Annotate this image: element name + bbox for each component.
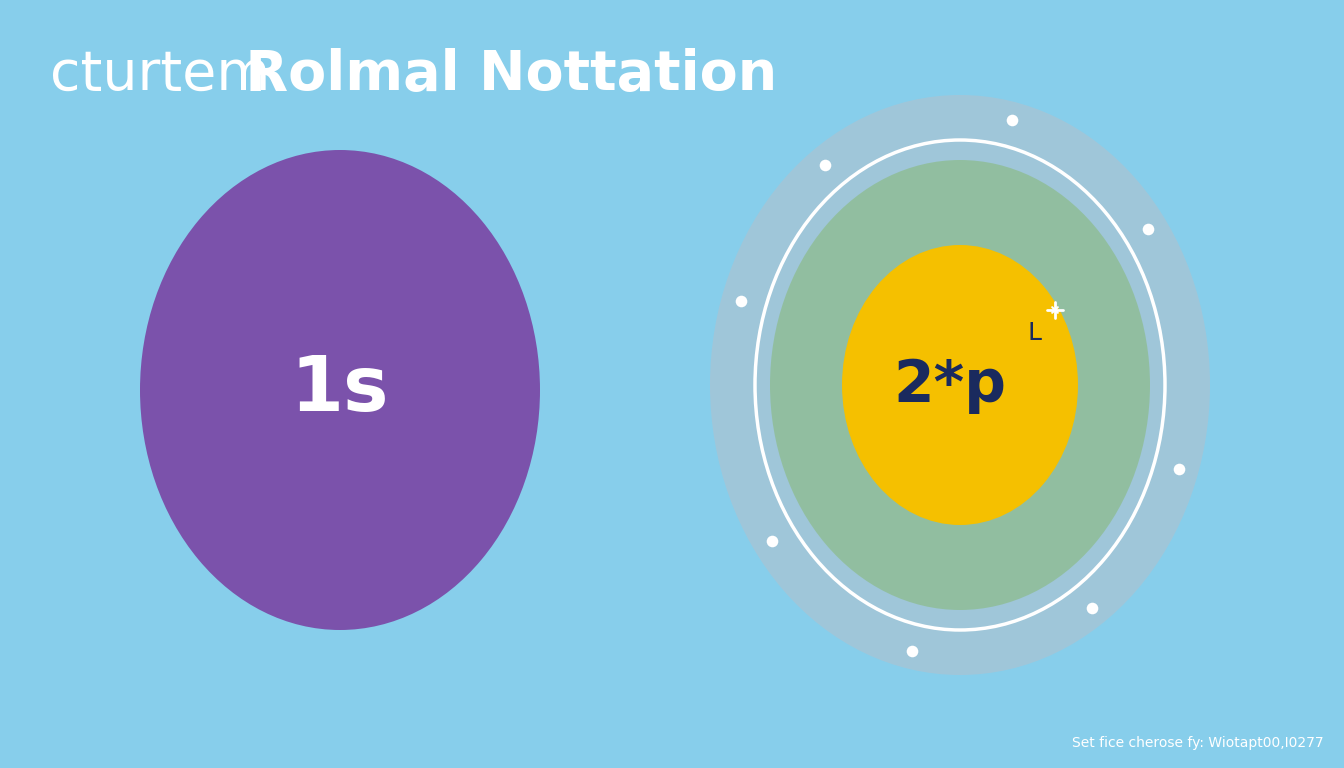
Ellipse shape [140, 150, 540, 630]
Point [1001, 114, 1023, 126]
Text: 2*p: 2*p [894, 356, 1007, 413]
Point [1168, 463, 1189, 475]
Point [731, 295, 753, 307]
Ellipse shape [710, 95, 1210, 675]
Point [1081, 601, 1102, 614]
Text: cturtem.: cturtem. [50, 48, 288, 102]
Point [761, 535, 782, 547]
Ellipse shape [770, 160, 1150, 610]
Point [1137, 223, 1159, 235]
Point [814, 159, 836, 171]
Point [902, 645, 923, 657]
Text: Rolmal Nottation: Rolmal Nottation [226, 48, 777, 102]
Text: 1s: 1s [290, 353, 390, 427]
Ellipse shape [841, 245, 1078, 525]
Text: Set fice cherose fy: Wiotapt00,I0277: Set fice cherose fy: Wiotapt00,I0277 [1073, 736, 1324, 750]
Text: L: L [1028, 321, 1042, 345]
